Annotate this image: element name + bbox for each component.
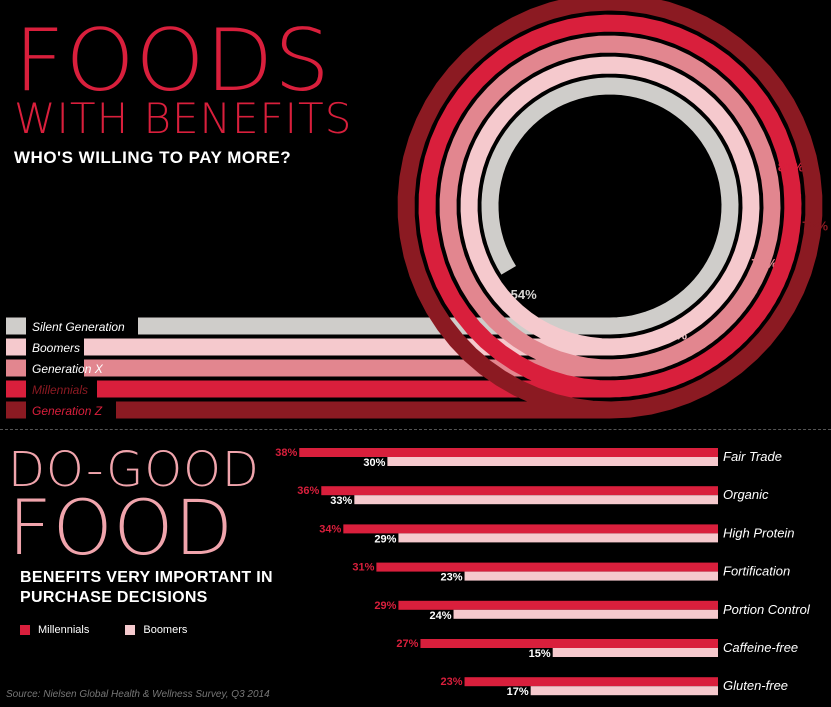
radial-swatch-silent-generation [6, 317, 26, 335]
data-label-millennials: 27% [396, 638, 418, 650]
radial-bar-generation-x [84, 35, 781, 377]
data-label-millennials: 31% [352, 562, 374, 574]
bar-millennials [299, 448, 718, 457]
section2-title-line1: DO-GOOD [8, 442, 260, 498]
category-label: Fortification [723, 564, 790, 579]
category-label: High Protein [723, 525, 795, 540]
bar-boomers [387, 457, 718, 466]
bar-boomers [530, 686, 718, 696]
data-label-millennials: 29% [374, 600, 396, 612]
legend-swatch-boomers [125, 625, 136, 635]
bar-millennials [398, 600, 718, 610]
bar-millennials [420, 639, 718, 648]
radial-value-label: 75% [751, 256, 777, 271]
radial-series-label: Generation X [32, 362, 104, 376]
data-label-boomers: 33% [330, 495, 352, 507]
bar-boomers [552, 648, 718, 657]
radial-swatch-generation-x [6, 359, 26, 377]
radial-series-label: Millennials [32, 383, 88, 397]
data-label-boomers: 30% [363, 457, 385, 469]
radial-swatch-millennials [6, 380, 26, 398]
benefits-bar-chart: 38% 30% Fair Trade 36% 33% Organic 34% 29% High … [275, 447, 811, 698]
page-title: FOODS [14, 11, 331, 111]
data-label-millennials: 34% [319, 523, 341, 535]
radial-value-label: 81% [778, 160, 804, 175]
legend-label-boomers: Boomers [143, 624, 188, 636]
chart1-heading: WHO'S WILLING TO PAY MORE? [14, 148, 292, 167]
legend-label-millennials: Millennials [38, 624, 90, 636]
radial-value-label: 78% [802, 218, 828, 233]
page-subtitle: WITH BENEFITS [14, 94, 353, 143]
data-label-boomers: 17% [507, 686, 529, 698]
bar-boomers [398, 533, 718, 543]
data-label-boomers: 15% [529, 648, 551, 660]
legend: Millennials Boomers [20, 624, 187, 636]
radial-value-label: 54% [511, 287, 537, 302]
radial-swatch-boomers [6, 338, 26, 356]
data-label-boomers: 23% [441, 572, 463, 584]
bar-boomers [453, 609, 718, 619]
bar-millennials [376, 562, 718, 572]
chart2-heading: BENEFITS VERY IMPORTANT IN PURCHASE DECI… [20, 569, 273, 606]
legend-item-millennials: Millennials [20, 624, 89, 636]
data-label-boomers: 24% [429, 610, 451, 622]
radial-bar-chart: Silent Generation 54% Boomers 67% Generation… [6, 0, 828, 419]
radial-series-label: Boomers [32, 341, 80, 355]
legend-swatch-millennials [20, 625, 30, 635]
category-label: Fair Trade [723, 449, 782, 464]
radial-bar-silent-generation [138, 77, 739, 335]
category-label: Gluten-free [723, 678, 788, 693]
radial-series-label: Silent Generation [32, 320, 125, 334]
source-note: Source: Nielsen Global Health & Wellness… [6, 689, 270, 700]
radial-bar-millennials [97, 14, 802, 398]
data-label-millennials: 23% [441, 676, 463, 688]
bar-boomers [464, 571, 718, 581]
bar-millennials [343, 524, 718, 534]
bar-boomers [354, 495, 718, 505]
data-label-millennials: 36% [297, 485, 319, 497]
category-label: Caffeine-free [723, 640, 798, 655]
data-label-millennials: 38% [275, 447, 297, 459]
category-label: Organic [723, 487, 769, 502]
radial-swatch-generation-z [6, 401, 26, 419]
radial-value-label: 67% [661, 328, 687, 343]
radial-bar-generation-z [116, 0, 823, 419]
bar-millennials [321, 486, 718, 496]
bar-millennials [464, 677, 718, 687]
radial-bar-boomers [84, 56, 760, 356]
section2-title-line2: FOOD [8, 483, 234, 572]
section-divider [0, 429, 831, 430]
category-label: Portion Control [723, 602, 811, 617]
legend-item-boomers: Boomers [125, 624, 187, 636]
data-label-boomers: 29% [374, 533, 396, 545]
radial-series-label: Generation Z [32, 404, 103, 418]
